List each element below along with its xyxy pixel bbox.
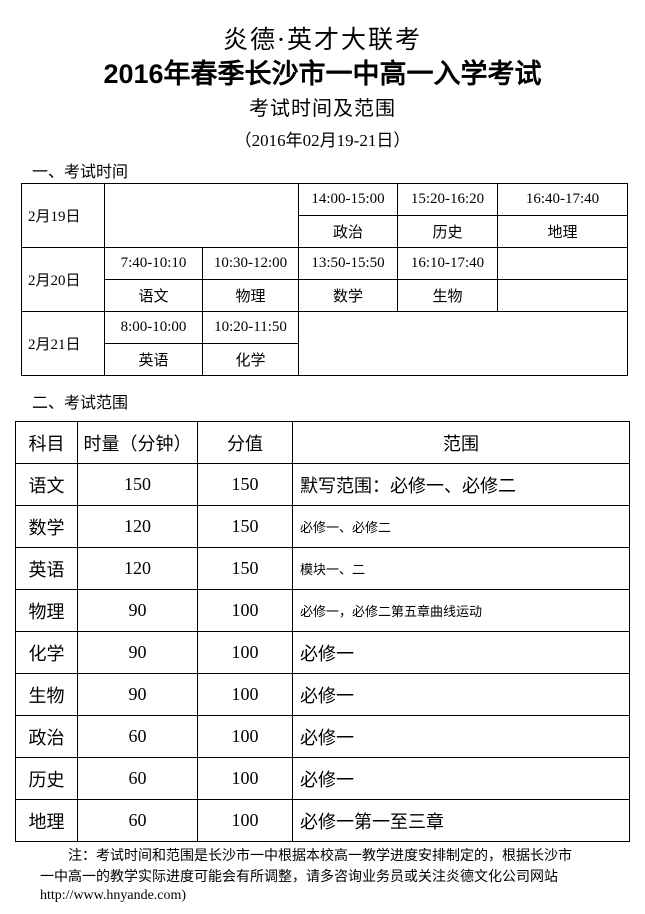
subject-cell: 数学 bbox=[298, 279, 398, 312]
subject-cell: 化学 bbox=[15, 631, 78, 674]
minutes-cell: 150 bbox=[77, 463, 198, 506]
scope-header-row: 科目 时量（分钟） 分值 范围 bbox=[15, 421, 630, 464]
score-cell: 100 bbox=[197, 589, 293, 632]
section-heading-scope: 二、考试范围 bbox=[32, 393, 129, 412]
subject-cell: 物理 bbox=[202, 279, 299, 312]
date-cell: 2月19日 bbox=[21, 183, 105, 248]
time-cell: 10:20-11:50 bbox=[202, 311, 299, 344]
scope-row: 化学 90 100 必修一 bbox=[15, 631, 630, 674]
scope-cell: 必修一 bbox=[292, 715, 630, 758]
scope-cell: 必修一、必修二 bbox=[292, 505, 630, 548]
time-cell: 10:30-12:00 bbox=[202, 247, 299, 280]
minutes-cell: 60 bbox=[77, 757, 198, 800]
subject-cell: 化学 bbox=[202, 343, 299, 376]
scope-cell: 必修一 bbox=[292, 673, 630, 716]
scope-row: 英语 120 150 模块一、二 bbox=[15, 547, 630, 590]
score-cell: 150 bbox=[197, 463, 293, 506]
time-cell: 16:10-17:40 bbox=[397, 247, 498, 280]
column-header: 科目 bbox=[15, 421, 78, 464]
subject-cell: 物理 bbox=[15, 589, 78, 632]
subject-cell: 历史 bbox=[15, 757, 78, 800]
subject-cell: 数学 bbox=[15, 505, 78, 548]
footnote-line: 一中高一的教学实际进度可能会有所调整，请多咨询业务员或关注炎德文化公司网站 bbox=[40, 869, 558, 885]
subject-cell: 地理 bbox=[497, 215, 628, 248]
scope-cell: 必修一 bbox=[292, 757, 630, 800]
section-heading-schedule: 一、考试时间 bbox=[32, 162, 129, 181]
scope-row: 物理 90 100 必修一，必修二第五章曲线运动 bbox=[15, 589, 630, 632]
date-cell: 2月21日 bbox=[21, 311, 105, 376]
empty-cell bbox=[298, 311, 628, 376]
minutes-cell: 120 bbox=[77, 505, 198, 548]
subject-cell: 英语 bbox=[15, 547, 78, 590]
time-cell: 13:50-15:50 bbox=[298, 247, 398, 280]
time-cell: 8:00-10:00 bbox=[104, 311, 203, 344]
subject-cell: 英语 bbox=[104, 343, 203, 376]
scope-row: 地理 60 100 必修一第一至三章 bbox=[15, 799, 630, 842]
footnote: 注：考试时间和范围是长沙市一中根据本校高一教学进度安排制定的，根据长沙市 一中高… bbox=[40, 846, 610, 888]
scope-row: 数学 120 150 必修一、必修二 bbox=[15, 505, 630, 548]
score-cell: 100 bbox=[197, 631, 293, 674]
empty-cell bbox=[497, 247, 628, 280]
scope-cell: 必修一 bbox=[292, 631, 630, 674]
schedule-row-day1-subjects: 政治 历史 地理 bbox=[22, 215, 628, 248]
minutes-cell: 60 bbox=[77, 799, 198, 842]
scope-cell: 模块一、二 bbox=[292, 547, 630, 590]
scope-row: 政治 60 100 必修一 bbox=[15, 715, 630, 758]
schedule-table: 2月19日 14:00-15:00 15:20-16:20 16:40-17:4… bbox=[21, 183, 628, 376]
time-cell: 14:00-15:00 bbox=[298, 183, 398, 216]
schedule-row-day2: 2月20日 7:40-10:10 10:30-12:00 13:50-15:50… bbox=[21, 247, 628, 312]
minutes-cell: 120 bbox=[77, 547, 198, 590]
schedule-row-day3-subjects: 英语 化学 bbox=[22, 343, 628, 376]
subject-cell: 地理 bbox=[15, 799, 78, 842]
scope-cell: 默写范围：必修一、必修二 bbox=[292, 463, 630, 506]
date-cell: 2月20日 bbox=[21, 247, 105, 312]
subject-cell: 政治 bbox=[298, 215, 398, 248]
subject-cell: 语文 bbox=[104, 279, 203, 312]
score-cell: 100 bbox=[197, 673, 293, 716]
score-cell: 150 bbox=[197, 505, 293, 548]
score-cell: 150 bbox=[197, 547, 293, 590]
time-cell: 15:20-16:20 bbox=[397, 183, 498, 216]
score-cell: 100 bbox=[197, 799, 293, 842]
score-cell: 100 bbox=[197, 757, 293, 800]
date-range: （2016年02月19-21日） bbox=[234, 131, 411, 150]
schedule-row-day1: 2月19日 14:00-15:00 15:20-16:20 16:40-17:4… bbox=[21, 183, 628, 248]
empty-cell bbox=[497, 279, 628, 312]
footnote-line: 注：考试时间和范围是长沙市一中根据本校高一教学进度安排制定的，根据长沙市 bbox=[68, 848, 572, 864]
column-header: 分值 bbox=[197, 421, 293, 464]
subject-cell: 历史 bbox=[397, 215, 498, 248]
subject-cell: 政治 bbox=[15, 715, 78, 758]
time-cell: 16:40-17:40 bbox=[497, 183, 628, 216]
schedule-row-day3: 2月21日 8:00-10:00 10:20-11:50 bbox=[21, 311, 628, 376]
subject-cell: 生物 bbox=[397, 279, 498, 312]
scope-table: 科目 时量（分钟） 分值 范围 语文 150 150 默写范围：必修一、必修二 数学 12… bbox=[15, 421, 630, 842]
scope-row: 生物 90 100 必修一 bbox=[15, 673, 630, 716]
minutes-cell: 90 bbox=[77, 673, 198, 716]
scope-row: 历史 60 100 必修一 bbox=[15, 757, 630, 800]
score-cell: 100 bbox=[197, 715, 293, 758]
page-title: 2016年春季长沙市一中高一入学考试 bbox=[103, 59, 542, 89]
schedule-row-day2-subjects: 语文 物理 数学 生物 bbox=[22, 279, 628, 312]
subject-cell: 生物 bbox=[15, 673, 78, 716]
scope-row: 语文 150 150 默写范围：必修一、必修二 bbox=[15, 463, 630, 506]
brand-heading: 炎德·英才大联考 bbox=[223, 25, 422, 54]
minutes-cell: 60 bbox=[77, 715, 198, 758]
scope-cell: 必修一第一至三章 bbox=[292, 799, 630, 842]
scope-cell: 必修一，必修二第五章曲线运动 bbox=[292, 589, 630, 632]
subject-cell: 语文 bbox=[15, 463, 78, 506]
time-cell: 7:40-10:10 bbox=[104, 247, 203, 280]
column-header: 时量（分钟） bbox=[77, 421, 198, 464]
page-subtitle: 考试时间及范围 bbox=[249, 96, 396, 120]
minutes-cell: 90 bbox=[77, 589, 198, 632]
column-header: 范围 bbox=[292, 421, 630, 464]
empty-cell bbox=[104, 183, 299, 248]
minutes-cell: 90 bbox=[77, 631, 198, 674]
website-link[interactable]: http://www.hnyande.com) bbox=[40, 888, 187, 903]
